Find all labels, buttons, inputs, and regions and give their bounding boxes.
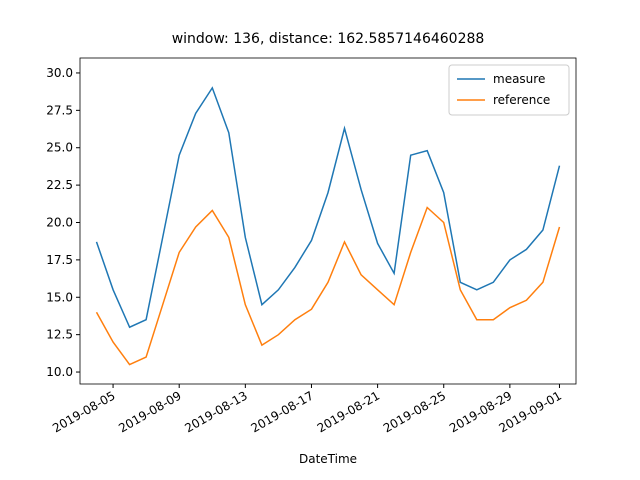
x-tick-label: 2019-08-21 [315, 388, 382, 435]
y-tick-label: 27.5 [46, 103, 73, 117]
y-tick-label: 25.0 [46, 141, 73, 155]
y-tick-label: 22.5 [46, 178, 73, 192]
x-tick-label: 2019-08-25 [381, 388, 448, 435]
legend: measure reference [448, 64, 570, 116]
line [95, 206, 561, 366]
y-tick-label: 12.5 [46, 328, 73, 342]
line [95, 86, 561, 329]
x-tick-label: 2019-08-17 [249, 388, 316, 435]
y-tick-label: 10.0 [46, 365, 73, 379]
legend-box [448, 64, 570, 116]
x-tick-label: 2019-08-09 [116, 388, 183, 435]
x-axis-label: DateTime [299, 452, 357, 466]
legend-label: measure [493, 72, 545, 86]
y-tick-label: 17.5 [46, 253, 73, 267]
x-tick-label: 2019-08-13 [182, 388, 249, 435]
x-tick-label: 2019-08-05 [50, 388, 117, 435]
chart-title: window: 136, distance: 162.5857146460288 [172, 31, 485, 47]
y-tick-label: 20.0 [46, 215, 73, 229]
y-tick-label: 30.0 [46, 66, 73, 80]
plot-frame [79, 57, 577, 385]
legend-label: reference [493, 93, 550, 107]
y-tick-label: 15.0 [46, 290, 73, 304]
